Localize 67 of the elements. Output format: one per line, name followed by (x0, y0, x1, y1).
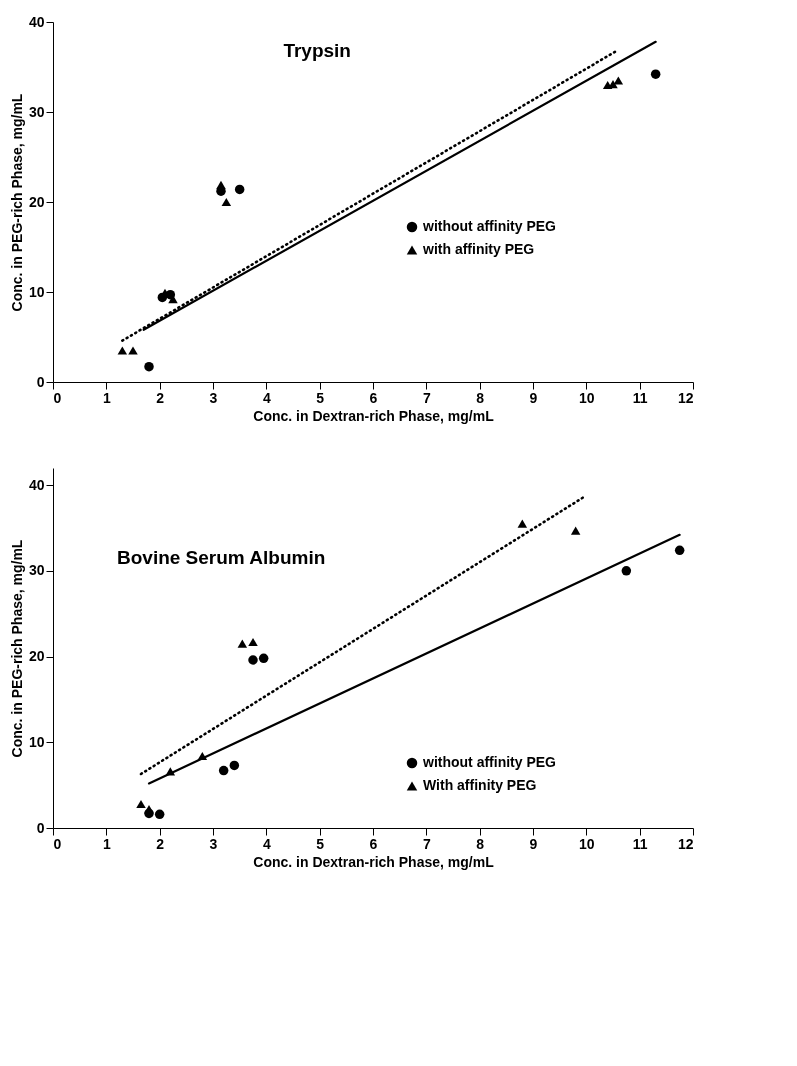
point (248, 637, 258, 647)
x-tick-label: 5 (316, 835, 325, 852)
x-tick-label: 0 (53, 389, 62, 406)
point (650, 69, 661, 79)
x-tick-label: 12 (677, 389, 694, 406)
point (237, 639, 248, 648)
x-tick-label: 2 (156, 835, 165, 852)
x-tick-label: 2 (156, 389, 165, 406)
y-tick-label: 10 (28, 733, 45, 750)
y-tick-label: 0 (36, 819, 45, 836)
point (248, 655, 258, 665)
x-tick-label: 1 (102, 835, 111, 852)
legend-label: With affinity PEG (423, 777, 537, 793)
x-tick-label: 9 (529, 389, 538, 406)
point (234, 184, 245, 195)
x-tick-label: 6 (369, 389, 378, 406)
x-tick-label: 12 (677, 835, 694, 852)
point (221, 197, 232, 207)
x-tick-label: 4 (262, 835, 271, 852)
y-tick-label: 40 (28, 13, 45, 30)
x-axis-title: Conc. in Dextran-rich Phase, mg/mL (253, 853, 495, 870)
x-tick-label: 6 (369, 835, 378, 852)
x-tick-label: 11 (632, 389, 648, 406)
y-tick-label: 20 (28, 648, 45, 665)
point (144, 805, 154, 814)
point (117, 346, 128, 355)
legend-label: without affinity PEG (422, 754, 557, 770)
y-axis-title: Conc. in PEG-rich Phase, mg/mL (8, 93, 25, 312)
y-tick-label: 30 (28, 562, 45, 579)
point (258, 653, 269, 664)
text: Trypsin (283, 39, 351, 61)
y-tick-label: 30 (28, 103, 45, 120)
x-tick-label: 0 (53, 835, 62, 852)
legend-label: without affinity PEG (422, 218, 557, 234)
x-tick-label: 3 (209, 835, 218, 852)
x-tick-label: 10 (579, 835, 595, 852)
point (136, 799, 146, 809)
x-tick-label: 5 (316, 389, 325, 406)
point (517, 519, 528, 528)
y-tick-label: 40 (28, 476, 45, 493)
x-tick-label: 8 (476, 389, 485, 406)
point (229, 760, 240, 771)
x-tick-label: 10 (579, 389, 595, 406)
x-tick-label: 8 (476, 835, 485, 852)
x-tick-label: 11 (632, 835, 648, 852)
text: Bovine Serum Albumin (117, 547, 326, 568)
x-tick-label: 7 (422, 835, 431, 852)
point (154, 809, 165, 820)
y-tick-label: 0 (36, 373, 45, 390)
x-tick-label: 7 (422, 389, 431, 406)
point (218, 765, 229, 776)
x-tick-label: 3 (209, 389, 218, 406)
x-tick-label: 9 (529, 835, 538, 852)
x-tick-label: 1 (102, 389, 111, 406)
point (621, 566, 632, 576)
point (674, 545, 685, 556)
point (216, 180, 226, 190)
legend-label: with affinity PEG (422, 241, 535, 257)
y-tick-label: 10 (28, 283, 45, 300)
point (128, 346, 138, 355)
point (570, 526, 581, 535)
point (144, 361, 154, 372)
y-tick-label: 20 (28, 193, 45, 210)
x-tick-label: 4 (262, 389, 271, 406)
point (613, 76, 624, 85)
y-axis-title: Conc. in PEG-rich Phase, mg/mL (8, 539, 25, 758)
x-axis-title: Conc. in Dextran-rich Phase, mg/mL (253, 407, 495, 424)
